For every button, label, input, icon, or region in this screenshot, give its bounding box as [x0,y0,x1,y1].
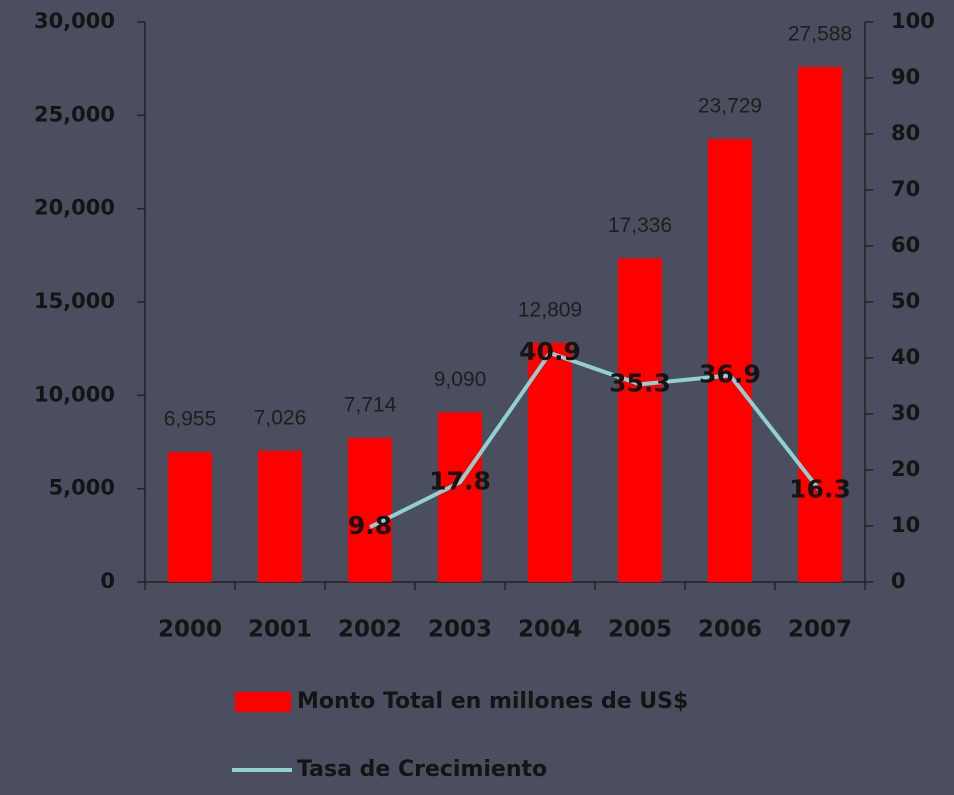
y-tick-label: 5,000 [49,476,115,500]
bar-value-label: 6,955 [164,408,217,431]
bar-value-label: 7,714 [344,394,397,417]
y-tick-label: 15,000 [34,289,115,313]
bar [528,342,572,582]
y2-tick-label: 10 [891,513,920,537]
legend-label: Monto Total en millones de US$ [297,689,688,714]
bar-value-label: 9,090 [434,368,487,391]
x-tick-label: 2005 [608,617,672,643]
bar-value-label: 12,809 [518,298,582,321]
bar [348,438,392,582]
line-value-label: 36.9 [699,359,761,388]
x-tick-label: 2000 [158,617,222,643]
y-tick-label: 10,000 [34,382,115,406]
y-tick-label: 30,000 [34,9,115,33]
bar-value-label: 7,026 [254,406,307,429]
bar [258,450,302,582]
bar [618,258,662,582]
bar [438,412,482,582]
bar [798,67,842,583]
x-tick-label: 2003 [428,617,492,643]
y2-tick-label: 30 [891,401,920,425]
legend-label: Tasa de Crecimiento [297,757,547,782]
bar-value-label: 17,336 [608,214,672,237]
legend-swatch [235,692,291,712]
y-tick-label: 0 [100,569,115,593]
y-tick-label: 25,000 [34,102,115,126]
y2-tick-label: 40 [891,345,920,369]
y2-tick-label: 60 [891,233,920,257]
bar-value-label: 23,729 [698,95,762,118]
y2-tick-label: 70 [891,177,920,201]
y2-tick-label: 50 [891,289,920,313]
line [369,350,822,529]
x-tick-label: 2002 [338,617,402,643]
x-tick-label: 2006 [698,617,762,643]
line-value-label: 16.3 [789,475,851,504]
line-value-label: 17.8 [429,466,491,495]
bar [708,139,752,583]
y-tick-label: 20,000 [34,196,115,220]
x-tick-label: 2001 [248,617,312,643]
y2-tick-label: 90 [891,65,920,89]
y2-tick-label: 100 [891,9,935,33]
bar [168,452,212,582]
bar-value-label: 27,588 [788,23,852,46]
x-tick-label: 2004 [518,617,582,643]
line-value-label: 40.9 [519,337,581,366]
line-value-label: 9.8 [348,511,392,540]
line-value-label: 35.3 [609,368,671,397]
x-tick-label: 2007 [788,617,852,643]
y2-tick-label: 0 [891,569,906,593]
y2-tick-label: 20 [891,457,920,481]
y2-tick-label: 80 [891,121,920,145]
